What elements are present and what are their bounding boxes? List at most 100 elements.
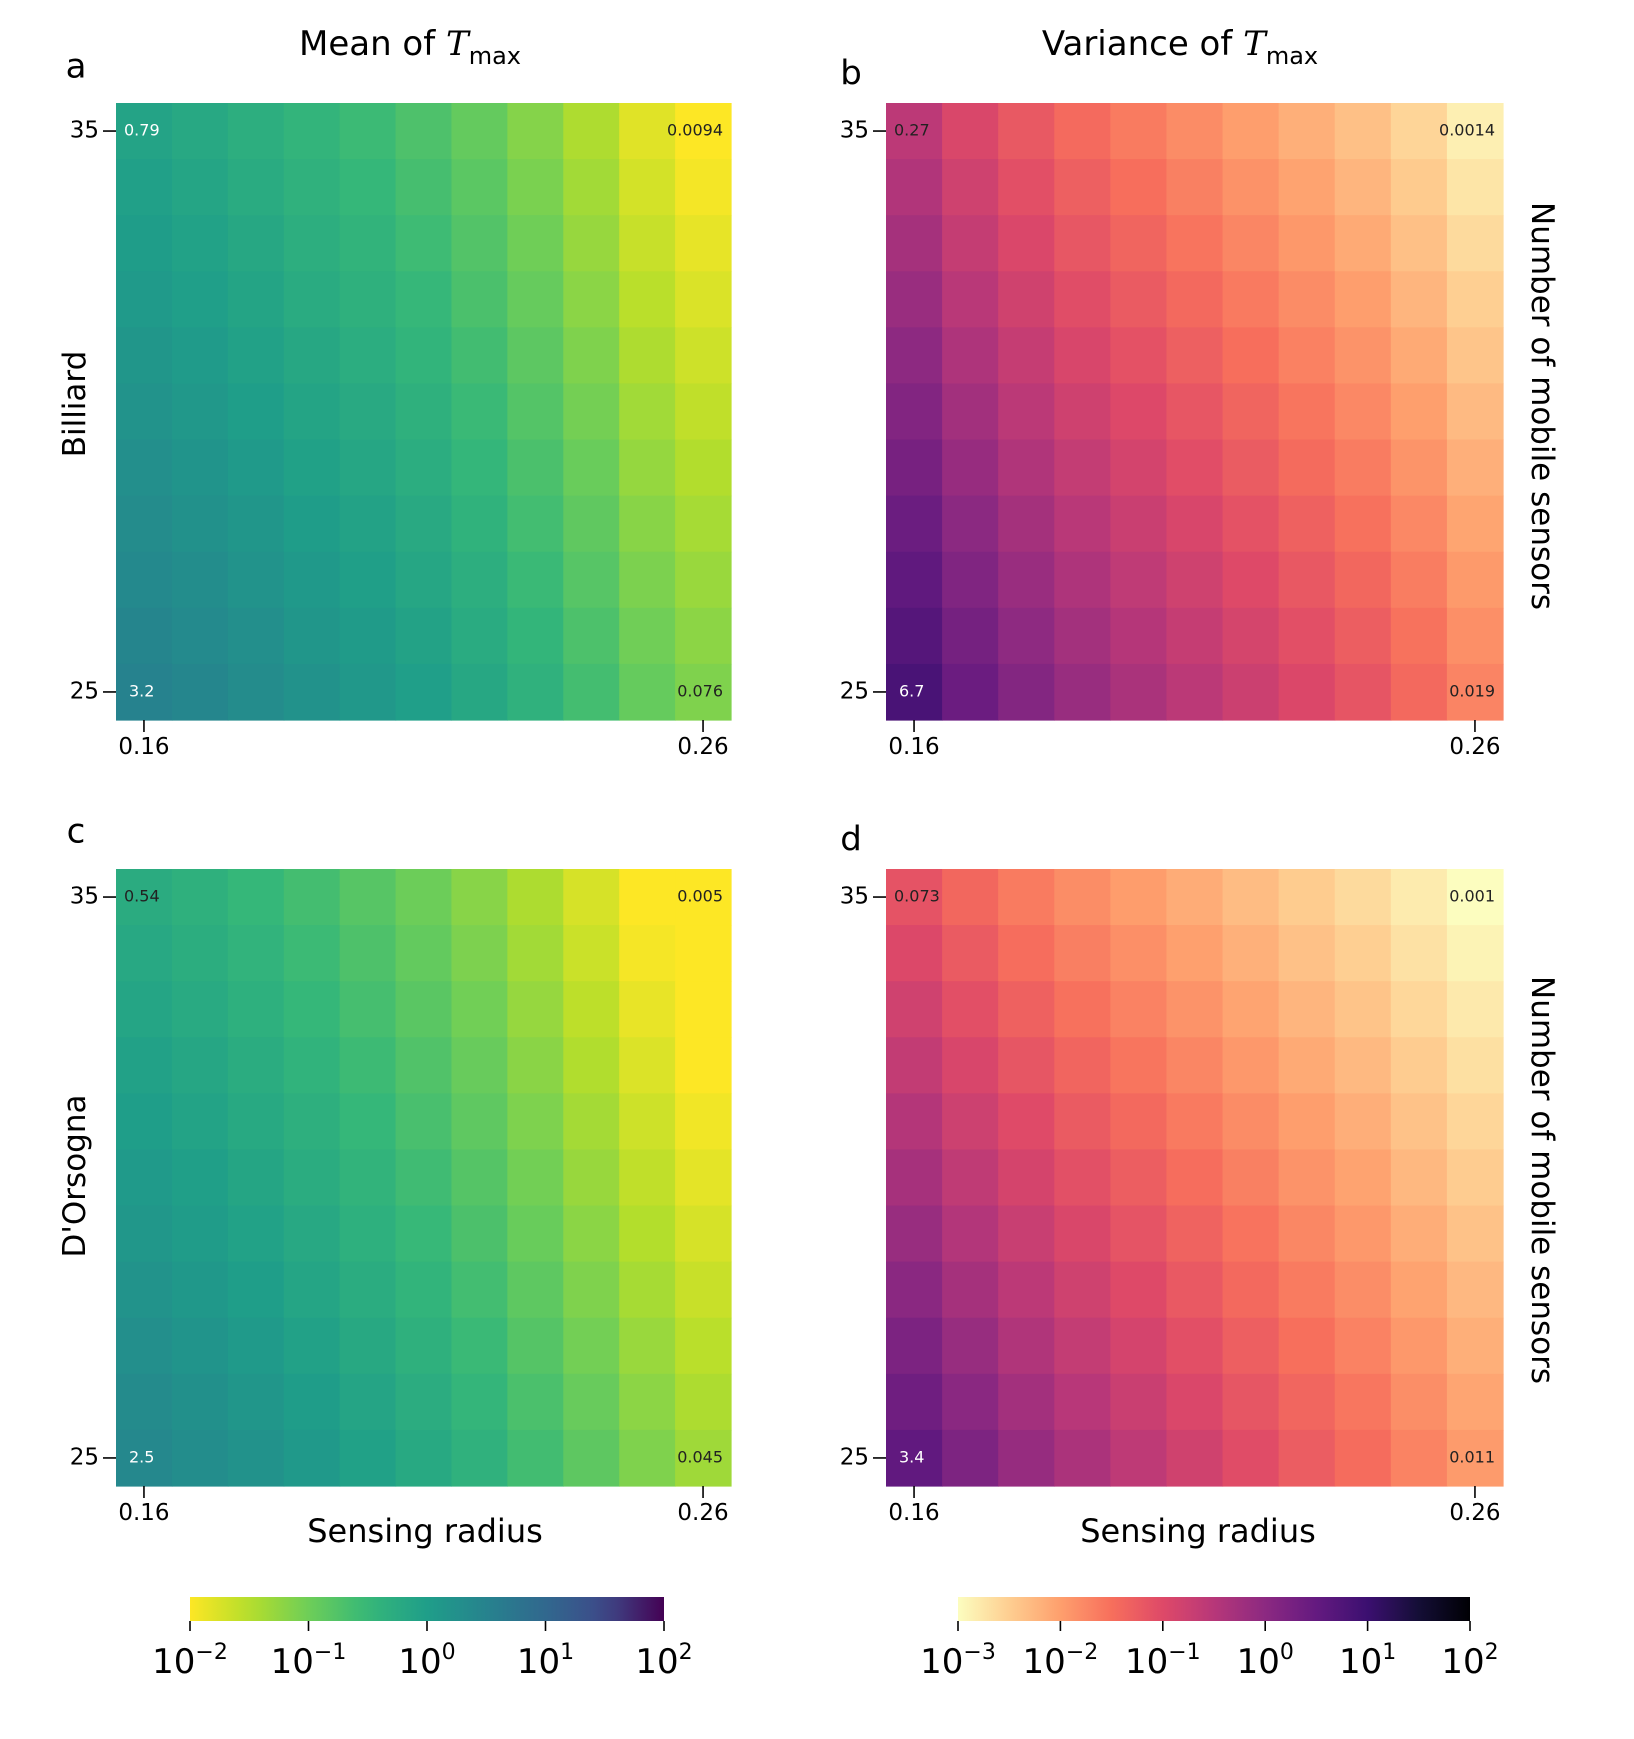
panel-c: c 0.54 0.005 2.5 0.045 35 25 0.16 0.26	[67, 812, 732, 1526]
heatmap-cell	[1334, 439, 1392, 497]
heatmap-cell	[116, 607, 173, 665]
heatmap-cell	[451, 383, 508, 441]
heatmap-cell	[451, 271, 508, 328]
heatmap-cell	[1222, 1205, 1280, 1263]
heatmap-cell	[619, 495, 676, 553]
heatmap-cell	[1334, 495, 1392, 553]
heatmap-cell	[507, 1037, 564, 1094]
heatmap-cell	[886, 1149, 943, 1207]
heatmap-cell	[1054, 271, 1111, 328]
heatmap-cell	[1054, 383, 1111, 441]
heatmap-cell	[1166, 551, 1224, 609]
heatmap-cell	[1446, 1317, 1504, 1375]
heatmap-cell	[171, 383, 229, 441]
heatmap-cell	[227, 159, 285, 216]
heatmap-cell	[1222, 495, 1280, 553]
heatmap-cell	[339, 1373, 397, 1431]
heatmap-cell	[942, 103, 999, 160]
heatmap-cell	[451, 663, 508, 721]
heatmap-cell	[563, 981, 620, 1038]
heatmap-cell	[619, 663, 676, 721]
heatmap-cell	[1054, 439, 1111, 497]
heatmap-cell	[998, 1093, 1055, 1151]
heatmap-cell	[675, 1429, 732, 1487]
heatmap-cell	[283, 271, 341, 328]
heatmap-cell	[171, 103, 229, 160]
heatmap-cell	[339, 551, 397, 609]
heatmap-cell	[675, 869, 732, 926]
heatmap-cell	[675, 271, 732, 328]
colorbar-tick-label: 102	[1441, 1640, 1498, 1682]
heatmap-cell	[619, 981, 676, 1038]
heatmap-cell	[171, 439, 229, 497]
heatmap-cell	[886, 1261, 943, 1319]
heatmap-cell	[507, 607, 564, 665]
heatmap-cell	[886, 103, 943, 160]
heatmap-cell	[227, 869, 285, 926]
heatmap-cell	[1278, 607, 1336, 665]
heatmap-cell	[507, 103, 564, 160]
heatmap-cell	[942, 1205, 999, 1263]
heatmap-cell	[395, 383, 453, 441]
heatmap-cell	[942, 159, 999, 216]
heatmap-cell	[942, 869, 999, 926]
heatmap-cell	[116, 925, 173, 982]
heatmap-cell	[1166, 1093, 1224, 1151]
heatmap-cell	[619, 1037, 676, 1094]
heatmap-cell	[507, 1149, 564, 1207]
panel-d: d 0.073 0.001 3.4 0.011 35 25 0.16 0.26	[840, 820, 1504, 1526]
heatmap-cell	[1166, 925, 1224, 982]
heatmap-cell	[563, 103, 620, 160]
y-tick-label: 25	[840, 1444, 869, 1470]
heatmap-cell	[886, 1037, 943, 1094]
heatmap-cell	[998, 495, 1055, 553]
heatmap-cell	[451, 869, 508, 926]
heatmap-cell	[339, 1149, 397, 1207]
heatmap-cell	[283, 869, 341, 926]
heatmap-cell	[283, 1037, 341, 1094]
heatmap-cell	[451, 1149, 508, 1207]
heatmap-cell	[507, 215, 564, 272]
heatmap-cell	[1390, 1093, 1448, 1151]
heatmap-cell	[998, 327, 1055, 385]
heatmap-cell	[675, 383, 732, 441]
heatmap-cell	[116, 271, 173, 328]
heatmap-cell	[1446, 495, 1504, 553]
panels-layer: a 0.79 0.0094 3.2 0.076 35 25 0.16 0.26 b 0.27 0.00…	[66, 47, 1504, 1526]
heatmap-cell	[563, 925, 620, 982]
heatmap-cell	[563, 327, 620, 385]
heatmap-cell	[227, 271, 285, 328]
heatmap-cell	[227, 215, 285, 272]
heatmap-cell	[1222, 103, 1280, 160]
heatmap-cell	[1278, 869, 1336, 926]
heatmap-cell	[942, 383, 999, 441]
heatmap-cell	[227, 1261, 285, 1319]
heatmap-cell	[619, 439, 676, 497]
heatmap-cell	[1334, 869, 1392, 926]
heatmap-cell	[1110, 103, 1168, 160]
corner-value-bottom-left: 3.2	[129, 681, 154, 700]
heatmap-cell	[998, 439, 1055, 497]
heatmap-cell	[1278, 551, 1336, 609]
heatmap-cell	[675, 215, 732, 272]
heatmap-cell	[227, 439, 285, 497]
heatmap-cell	[507, 495, 564, 553]
heatmap-cell	[116, 159, 173, 216]
heatmap-cell	[1278, 495, 1336, 553]
heatmap-cell	[507, 981, 564, 1038]
heatmap-cell	[227, 1037, 285, 1094]
heatmap-cell	[171, 495, 229, 553]
heatmap-cell	[886, 215, 943, 272]
corner-value-bottom-right: 0.045	[677, 1447, 723, 1466]
heatmap-cell	[171, 551, 229, 609]
heatmap-cell	[563, 869, 620, 926]
heatmap-cell	[1334, 1317, 1392, 1375]
heatmap-cell	[1334, 1373, 1392, 1431]
heatmap-cell	[1390, 1373, 1448, 1431]
y-tick-label: 35	[70, 884, 99, 910]
heatmap-cell	[1222, 663, 1280, 721]
x-axis-label-left: Sensing radius	[307, 1512, 543, 1550]
corner-value-top-right: 0.0014	[1439, 121, 1495, 140]
heatmap-cell	[1110, 215, 1168, 272]
heatmap-cell	[227, 1317, 285, 1375]
